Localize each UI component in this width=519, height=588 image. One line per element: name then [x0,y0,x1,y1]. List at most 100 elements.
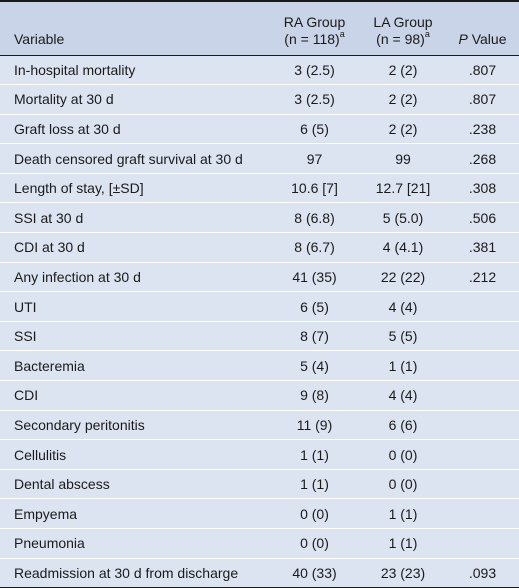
table-row: Length of stay, [±SD] 10.6 [7] 12.7 [21] .3… [0,173,519,204]
la-group-label: LA Group [373,13,433,30]
variable-cell: SSI at 30 d [0,202,269,234]
ra-footnote-marker: a [339,28,345,39]
ra-group-cell: 8 (6.8) [269,202,360,234]
variable-cell: Readmission at 30 d from discharge [0,558,269,588]
ra-group-cell: 5 (4) [269,350,360,382]
ra-group-cell: 1 (1) [269,469,360,500]
column-header-la-group: LA Group (n = 98)a [360,0,446,56]
p-value-cell: .807 [446,84,519,115]
la-footnote-marker: a [424,28,430,39]
la-group-cell: 1 (1) [360,528,446,559]
table-row: SSI 8 (7) 5 (5) [0,321,519,352]
ra-group-cell: 8 (6.7) [269,232,360,263]
variable-cell: CDI [0,380,269,411]
variable-cell: Graft loss at 30 d [0,114,269,145]
la-group-cell: 2 (2) [360,55,446,86]
table-row: In-hospital mortality 3 (2.5) 2 (2) .807 [0,55,519,86]
variable-cell: Empyema [0,498,269,529]
p-value-cell [446,498,519,529]
la-group-cell: 4 (4) [360,380,446,411]
table-row: Any infection at 30 d 41 (35) 22 (22) .212 [0,262,519,293]
ra-group-cell: 41 (35) [269,262,360,293]
p-value-cell: .807 [446,55,519,86]
variable-cell: CDI at 30 d [0,232,269,263]
variable-cell: Dental abscess [0,469,269,500]
p-value-cell [446,321,519,352]
table-row: Bacteremia 5 (4) 1 (1) [0,350,519,382]
variable-cell: UTI [0,291,269,322]
p-value-cell: .268 [446,143,519,174]
la-group-cell: 2 (2) [360,84,446,115]
ra-group-cell: 6 (5) [269,291,360,322]
ra-group-cell: 0 (0) [269,528,360,559]
ra-group-cell: 40 (33) [269,558,360,588]
p-value-cell [446,439,519,470]
header-row: Variable RA Group (n = 118)a LA Group (n… [0,0,519,56]
p-value-cell: .238 [446,114,519,145]
table-row: Empyema 0 (0) 1 (1) [0,498,519,529]
variable-cell: Pneumonia [0,528,269,559]
p-value-cell [446,350,519,382]
table-row: CDI 9 (8) 4 (4) [0,380,519,411]
p-value-cell: .381 [446,232,519,263]
table-row: Pneumonia 0 (0) 1 (1) [0,528,519,559]
p-value-cell [446,291,519,322]
la-group-cell: 4 (4.1) [360,232,446,263]
ra-group-cell: 11 (9) [269,410,360,441]
la-group-cell: 4 (4) [360,291,446,322]
ra-group-cell: 3 (2.5) [269,55,360,86]
table-row: Death censored graft survival at 30 d 97 9… [0,143,519,174]
variable-cell: Mortality at 30 d [0,84,269,115]
la-group-cell: 0 (0) [360,469,446,500]
p-value-cell: .308 [446,173,519,204]
ra-group-count: (n = 118) [284,30,340,47]
p-value-label: Value [467,30,507,47]
la-group-cell: 99 [360,143,446,174]
table-header: Variable RA Group (n = 118)a LA Group (n… [0,0,519,56]
ra-group-cell: 97 [269,143,360,174]
la-group-cell: 5 (5.0) [360,202,446,234]
ra-group-cell: 9 (8) [269,380,360,411]
ra-group-cell: 10.6 [7] [269,173,360,204]
variable-cell: Any infection at 30 d [0,262,269,293]
la-group-cell: 2 (2) [360,114,446,145]
variable-cell: Secondary peritonitis [0,410,269,441]
p-value-cell [446,380,519,411]
p-value-italic-p: P [458,30,468,47]
ra-group-label: RA Group [283,13,346,30]
ra-group-cell: 0 (0) [269,498,360,529]
p-value-cell [446,469,519,500]
table-row: Readmission at 30 d from discharge 40 (33… [0,558,519,588]
la-group-cell: 1 (1) [360,350,446,382]
variable-cell: Death censored graft survival at 30 d [0,143,269,174]
p-value-cell: .093 [446,558,519,588]
ra-group-cell: 8 (7) [269,321,360,352]
la-group-cell: 23 (23) [360,558,446,588]
variable-cell: Length of stay, [±SD] [0,173,269,204]
la-group-cell: 0 (0) [360,439,446,470]
p-value-cell: .212 [446,262,519,293]
variable-cell: In-hospital mortality [0,55,269,86]
p-value-cell [446,528,519,559]
table-row: UTI 6 (5) 4 (4) [0,291,519,322]
column-header-ra-group: RA Group (n = 118)a [269,0,360,56]
ra-group-cell: 6 (5) [269,114,360,145]
variable-cell: Cellulitis [0,439,269,470]
p-value-cell [446,410,519,441]
table-row: Dental abscess 1 (1) 0 (0) [0,469,519,500]
column-header-variable: Variable [0,0,269,56]
ra-group-cell: 1 (1) [269,439,360,470]
la-group-cell: 1 (1) [360,498,446,529]
table-row: Secondary peritonitis 11 (9) 6 (6) [0,410,519,441]
table-body: In-hospital mortality 3 (2.5) 2 (2) .807 Mor… [0,55,519,588]
ra-group-cell: 3 (2.5) [269,84,360,115]
variable-cell: Bacteremia [0,350,269,382]
column-header-p-value: P Value [446,0,519,56]
variable-cell: SSI [0,321,269,352]
